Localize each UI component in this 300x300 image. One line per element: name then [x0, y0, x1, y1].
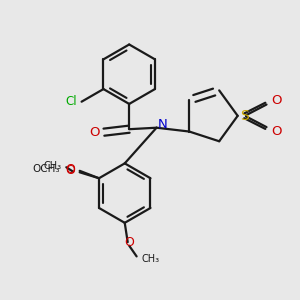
Text: O: O: [124, 236, 134, 249]
Text: O: O: [271, 94, 282, 107]
Text: OCH₃: OCH₃: [33, 164, 60, 174]
Text: S: S: [240, 109, 249, 123]
Text: Cl: Cl: [65, 95, 77, 108]
Text: CH₃: CH₃: [141, 254, 159, 264]
Text: N: N: [158, 118, 168, 131]
Text: CH₃: CH₃: [44, 161, 62, 171]
Text: O: O: [65, 164, 75, 177]
Text: O: O: [89, 126, 100, 139]
Text: O: O: [271, 125, 282, 138]
Text: O: O: [65, 163, 75, 176]
